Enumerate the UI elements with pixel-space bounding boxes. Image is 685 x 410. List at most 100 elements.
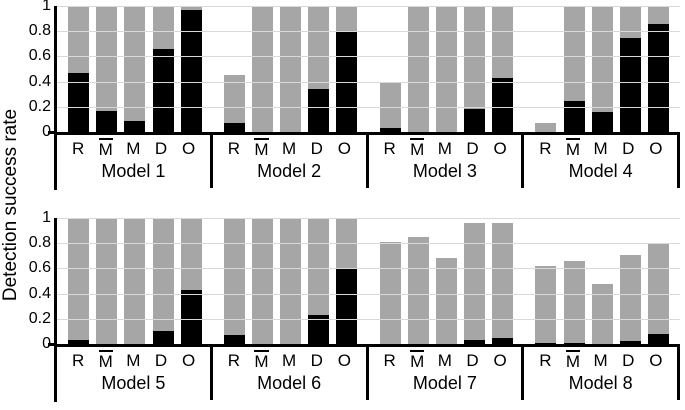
gridline: [57, 31, 680, 33]
bar-gray: [591, 6, 613, 132]
category-label: M: [282, 139, 297, 158]
category-label: M: [593, 351, 608, 370]
model-label: Model 3: [412, 161, 477, 182]
category-label: R: [383, 139, 396, 158]
bar-gray: [124, 218, 146, 344]
model-label: Model 1: [101, 161, 166, 182]
bar-gray: [68, 219, 90, 344]
bar-black: [379, 128, 401, 132]
zero-tick-mark: [48, 131, 55, 134]
bar-black: [223, 335, 245, 344]
bar-gray: [563, 260, 585, 344]
category-label: D: [622, 351, 635, 370]
category-label: O: [493, 351, 507, 370]
category-label: D: [466, 351, 479, 370]
category-label: M: [565, 138, 581, 159]
bar-black: [619, 37, 641, 132]
bar-gray: [96, 218, 118, 344]
bar-gray: [336, 6, 358, 132]
bar-black: [152, 331, 174, 344]
label-box-model-4: R M M D O Model 4: [524, 135, 680, 188]
y-tick-label: 0: [42, 123, 51, 140]
bar-gray: [619, 6, 641, 132]
bar-black: [563, 342, 585, 344]
y-tick-label: 0: [42, 335, 51, 352]
category-label: D: [310, 139, 323, 158]
category-label: O: [182, 351, 196, 370]
bar-gray: [563, 6, 585, 132]
bar-gray: [492, 223, 514, 344]
bar-gray: [223, 218, 245, 344]
y-tick-label: 0.8: [28, 234, 51, 252]
category-label: R: [539, 139, 552, 158]
model-label: Model 6: [257, 373, 322, 394]
bar-gray: [223, 75, 245, 132]
bar-black: [68, 340, 90, 344]
bar-gray: [464, 6, 485, 132]
category-label: R: [71, 351, 85, 370]
bar-black: [180, 9, 202, 132]
bar-black: [68, 72, 90, 132]
category-label: M: [437, 351, 452, 370]
y-tick-labels: 1 0.8 0.6 0.4 0.2 0: [22, 0, 54, 140]
bar-black: [647, 23, 669, 132]
model-label: Model 4: [568, 161, 633, 182]
bar-black: [223, 123, 245, 132]
y-axis-line: [54, 6, 57, 190]
gridline: [57, 268, 680, 270]
category-label: D: [622, 139, 635, 158]
category-label: R: [227, 351, 241, 370]
y-axis-line: [54, 218, 57, 402]
bar-gray: [308, 218, 330, 344]
bar-black: [492, 337, 514, 344]
category-label: O: [649, 351, 663, 370]
bar-gray: [647, 6, 669, 132]
category-label: R: [71, 139, 85, 158]
gridline: [57, 56, 680, 58]
bar-gray: [435, 6, 457, 132]
y-tick-label: 0.6: [28, 259, 51, 277]
category-label: M: [593, 139, 608, 158]
bar-black: [591, 111, 613, 132]
gridline: [57, 243, 680, 245]
y-tick-label: 0.4: [28, 284, 51, 302]
category-label: M: [126, 139, 141, 158]
gridline: [57, 6, 680, 7]
panel-model-4: [524, 6, 680, 132]
bar-gray: [464, 223, 485, 344]
bar-black: [152, 48, 174, 132]
category-label: O: [493, 139, 507, 158]
category-label: M: [410, 138, 425, 159]
category-label: O: [182, 139, 196, 158]
panel-model-8: [524, 218, 680, 344]
bar-black: [308, 315, 330, 344]
y-tick-label: 1: [42, 0, 51, 14]
bar-gray: [152, 6, 174, 132]
bar-gray: [492, 6, 514, 132]
model-label: Model 7: [412, 373, 477, 394]
bar-gray: [591, 283, 613, 344]
bar-gray: [152, 218, 174, 344]
category-label: M: [565, 350, 581, 371]
category-label: R: [383, 351, 396, 370]
bar-gray: [280, 218, 302, 344]
bar-gray: [407, 236, 429, 344]
gridline: [57, 106, 680, 108]
category-label: M: [98, 138, 113, 159]
category-label: R: [227, 139, 241, 158]
category-label: M: [126, 351, 141, 370]
bar-gray: [252, 218, 273, 344]
category-label: M: [410, 350, 425, 371]
label-box-model-3: R M M D O Model 3: [369, 135, 525, 188]
bar-gray: [379, 241, 401, 344]
bar-gray: [180, 6, 202, 132]
category-label: O: [649, 139, 663, 158]
y-tick-label: 0.8: [28, 22, 51, 40]
